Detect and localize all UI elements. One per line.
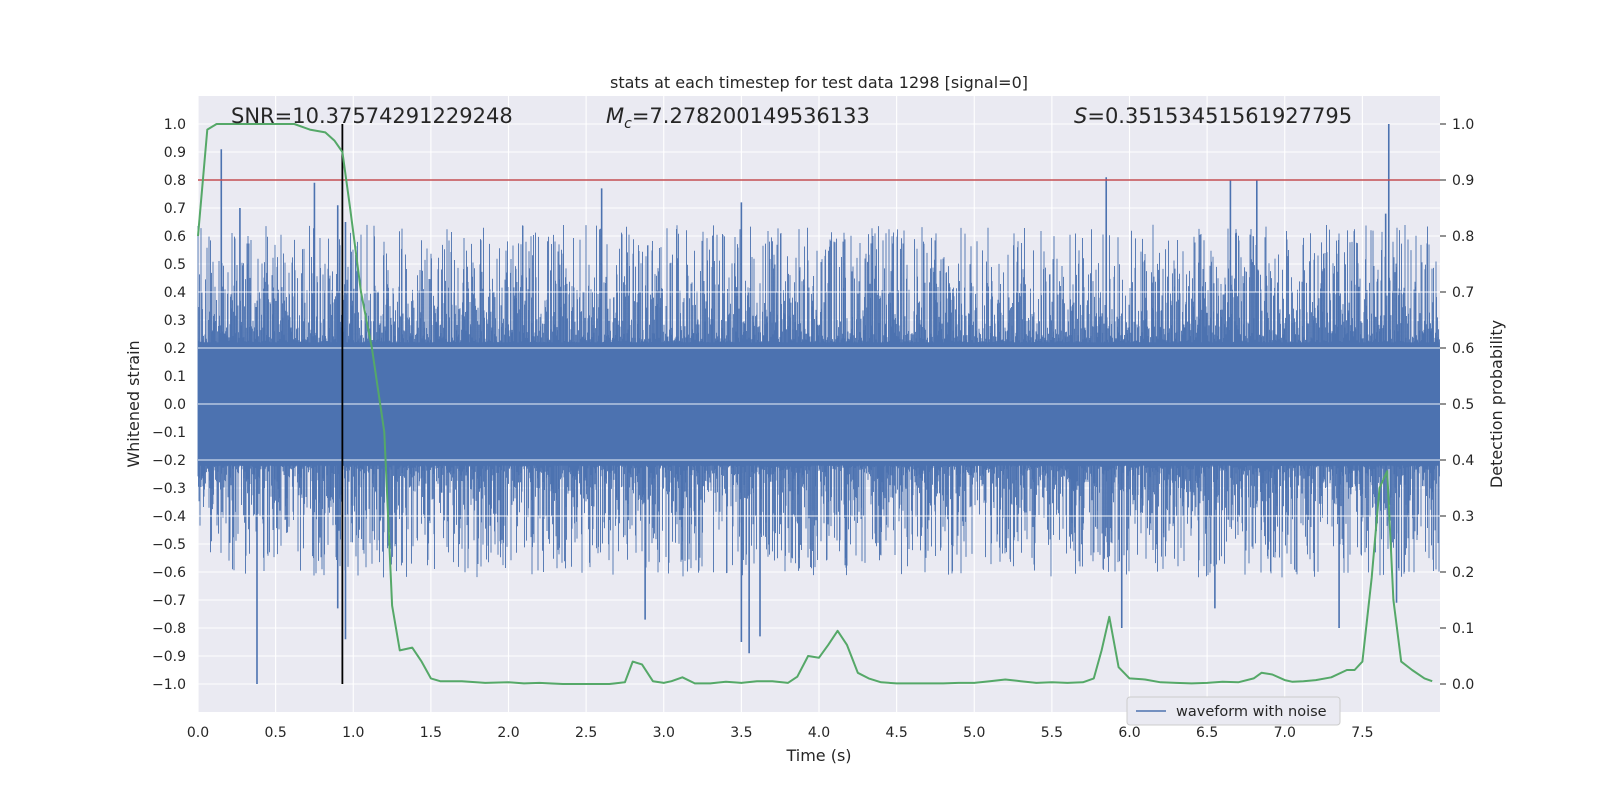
y-left-axis-label: Whitened strain (124, 340, 143, 467)
snr-annotation: SNR=10.37574291229248 (231, 104, 513, 128)
y-left-tick-label: 0.8 (164, 173, 186, 189)
y-left-tick-label: 0.5 (164, 257, 186, 273)
x-tick-label: 5.5 (1041, 725, 1063, 741)
y-left-tick-label: −0.4 (152, 509, 186, 525)
y-left-tick-label: 0.6 (164, 229, 186, 245)
chirp-mass-value: =7.278200149536133 (632, 104, 870, 128)
y-right-tick-label: 0.3 (1452, 509, 1474, 525)
chirp-mass-annotation: Mc=7.278200149536133 (606, 104, 870, 132)
x-tick-label: 2.0 (497, 725, 519, 741)
probability-line (197, 123, 1433, 685)
y-left-tick-label: −0.7 (152, 593, 186, 609)
y-right-axis-ticks: 1.0 0.9 0.8 0.7 0.6 0.5 0.4 0.3 0.2 0.1 0.0 (1440, 117, 1474, 693)
x-tick-label: 6.0 (1118, 725, 1140, 741)
y-right-tick-label: 0.0 (1452, 677, 1474, 693)
y-left-tick-label: −0.8 (152, 621, 186, 637)
x-tick-label: 1.0 (342, 725, 364, 741)
s-annotation: S=0.35153451561927795 (1074, 104, 1352, 128)
y-left-tick-label: 0.4 (164, 285, 186, 301)
s-value: =0.35153451561927795 (1087, 104, 1352, 128)
legend-entry-waveform: waveform with noise (1176, 704, 1327, 720)
y-right-tick-label: 0.4 (1452, 453, 1474, 469)
x-tick-label: 7.5 (1351, 725, 1373, 741)
x-tick-label: 0.0 (187, 725, 209, 741)
y-left-axis-ticks: 1.0 0.9 0.8 0.7 0.6 0.5 0.4 0.3 0.2 0.1 0.0 −0.1 −0.… (152, 117, 186, 693)
y-left-tick-label: −0.9 (152, 649, 186, 665)
x-tick-label: 4.5 (885, 725, 907, 741)
y-left-tick-label: −0.3 (152, 481, 186, 497)
y-left-tick-label: 0.9 (164, 145, 186, 161)
y-right-tick-label: 0.8 (1452, 229, 1474, 245)
y-right-tick-label: 1.0 (1452, 117, 1474, 133)
chart-title: stats at each timestep for test data 129… (610, 73, 1028, 92)
chirp-mass-subscript: c (624, 116, 632, 132)
y-left-tick-label: 1.0 (164, 117, 186, 133)
y-right-axis-label: Detection probability (1487, 320, 1506, 488)
y-right-tick-label: 0.1 (1452, 621, 1474, 637)
x-tick-label: 5.0 (963, 725, 985, 741)
y-left-tick-label: 0.0 (164, 397, 186, 413)
y-right-tick-label: 0.9 (1452, 173, 1474, 189)
y-left-tick-label: −0.2 (152, 453, 186, 469)
x-tick-label: 2.5 (575, 725, 597, 741)
x-axis-label: Time (s) (785, 746, 851, 765)
y-right-tick-label: 0.2 (1452, 565, 1474, 581)
waveform-series (197, 124, 1440, 684)
x-tick-label: 1.5 (420, 725, 442, 741)
x-tick-label: 3.5 (730, 725, 752, 741)
chirp-mass-symbol: M (606, 104, 624, 128)
legend: waveform with noise (1126, 696, 1341, 726)
y-left-tick-label: 0.2 (164, 341, 186, 357)
x-tick-label: 7.0 (1274, 725, 1296, 741)
y-left-tick-label: 0.3 (164, 313, 186, 329)
x-tick-label: 0.5 (264, 725, 286, 741)
y-left-tick-label: −1.0 (152, 677, 186, 693)
y-right-tick-label: 0.7 (1452, 285, 1474, 301)
x-axis-ticks: 0.0 0.5 1.0 1.5 2.0 2.5 3.0 3.5 4.0 4.5 5.0 5.5 6.0 6… (187, 725, 1374, 741)
y-left-tick-label: −0.1 (152, 425, 186, 441)
y-left-tick-label: 0.7 (164, 201, 186, 217)
s-symbol: S (1074, 104, 1087, 128)
x-tick-label: 4.0 (808, 725, 830, 741)
y-left-tick-label: −0.5 (152, 537, 186, 553)
y-left-tick-label: 0.1 (164, 369, 186, 385)
x-tick-label: 6.5 (1196, 725, 1218, 741)
y-left-tick-label: −0.6 (152, 565, 186, 581)
y-right-tick-label: 0.6 (1452, 341, 1474, 357)
y-right-tick-label: 0.5 (1452, 397, 1474, 413)
probability-series (197, 123, 1433, 685)
legend-box (1126, 696, 1341, 726)
x-tick-label: 3.0 (653, 725, 675, 741)
